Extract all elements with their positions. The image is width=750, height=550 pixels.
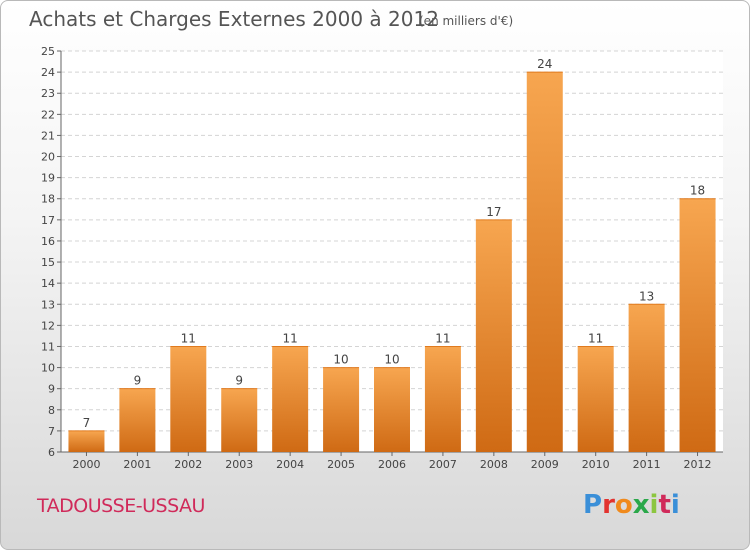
- bar: [170, 346, 207, 452]
- bar: [374, 367, 410, 452]
- bar: [68, 430, 105, 452]
- data-label: 10: [333, 353, 348, 367]
- x-tick-label: 2010: [582, 458, 610, 471]
- logo-letter: t: [658, 490, 671, 520]
- y-tick-label: 20: [41, 151, 55, 164]
- commune-name: TADOUSSE-USSAU: [37, 495, 205, 517]
- bar: [679, 198, 716, 452]
- unit-note: (en milliers d'€): [419, 14, 514, 28]
- data-label: 9: [235, 374, 243, 388]
- data-label: 11: [283, 331, 298, 345]
- data-label: 13: [639, 289, 654, 303]
- y-tick-label: 8: [48, 404, 55, 417]
- bar: [526, 72, 563, 453]
- data-label: 10: [384, 353, 399, 367]
- x-tick-label: 2012: [684, 458, 712, 471]
- bar: [475, 219, 512, 452]
- y-tick-label: 19: [41, 172, 55, 185]
- y-tick-label: 16: [41, 235, 55, 248]
- x-tick-label: 2004: [276, 458, 304, 471]
- x-tick-label: 2006: [378, 458, 406, 471]
- y-tick-label: 12: [41, 319, 55, 332]
- data-label: 18: [690, 184, 705, 198]
- x-tick-label: 2008: [480, 458, 508, 471]
- y-tick-label: 15: [41, 256, 55, 269]
- y-tick-label: 10: [41, 362, 55, 375]
- data-label: 9: [134, 374, 142, 388]
- data-label: 24: [537, 57, 552, 71]
- y-tick-label: 14: [41, 277, 55, 290]
- x-tick-label: 2011: [633, 458, 661, 471]
- y-tick-label: 17: [41, 214, 55, 227]
- data-label: 7: [83, 416, 91, 430]
- bar: [424, 346, 461, 452]
- y-tick-label: 23: [41, 87, 55, 100]
- logo-letter: P: [583, 490, 603, 520]
- logo-letter: r: [602, 490, 615, 520]
- data-label: 11: [435, 331, 450, 345]
- x-tick-label: 2002: [174, 458, 202, 471]
- bar: [221, 388, 258, 452]
- bar: [628, 304, 665, 452]
- x-tick-label: 2000: [72, 458, 100, 471]
- data-label: 17: [486, 205, 501, 219]
- x-tick-label: 2009: [531, 458, 559, 471]
- y-tick-label: 9: [48, 383, 55, 396]
- x-tick-label: 2005: [327, 458, 355, 471]
- x-tick-label: 2007: [429, 458, 457, 471]
- logo-letter: o: [614, 490, 633, 520]
- y-tick-label: 7: [48, 425, 55, 438]
- logo-letter: i: [670, 490, 680, 520]
- y-tick-label: 24: [41, 66, 55, 79]
- y-tick-label: 25: [41, 45, 55, 58]
- y-tick-label: 21: [41, 129, 55, 142]
- bar: [323, 367, 360, 452]
- bar: [119, 388, 156, 452]
- bar: [272, 346, 309, 452]
- y-tick-label: 6: [48, 446, 55, 459]
- proxiti-logo: Proxiti: [583, 490, 680, 520]
- logo-letter: x: [632, 490, 650, 520]
- data-label: 11: [588, 331, 603, 345]
- y-tick-label: 13: [41, 298, 55, 311]
- x-tick-label: 2001: [123, 458, 151, 471]
- x-tick-label: 2003: [225, 458, 253, 471]
- bar: [577, 346, 614, 452]
- chart-title: Achats et Charges Externes 2000 à 2012: [29, 7, 439, 31]
- data-label: 11: [181, 331, 196, 345]
- y-tick-label: 22: [41, 108, 55, 121]
- logo-letter: i: [649, 490, 659, 520]
- y-tick-label: 11: [41, 340, 55, 353]
- y-tick-label: 18: [41, 193, 55, 206]
